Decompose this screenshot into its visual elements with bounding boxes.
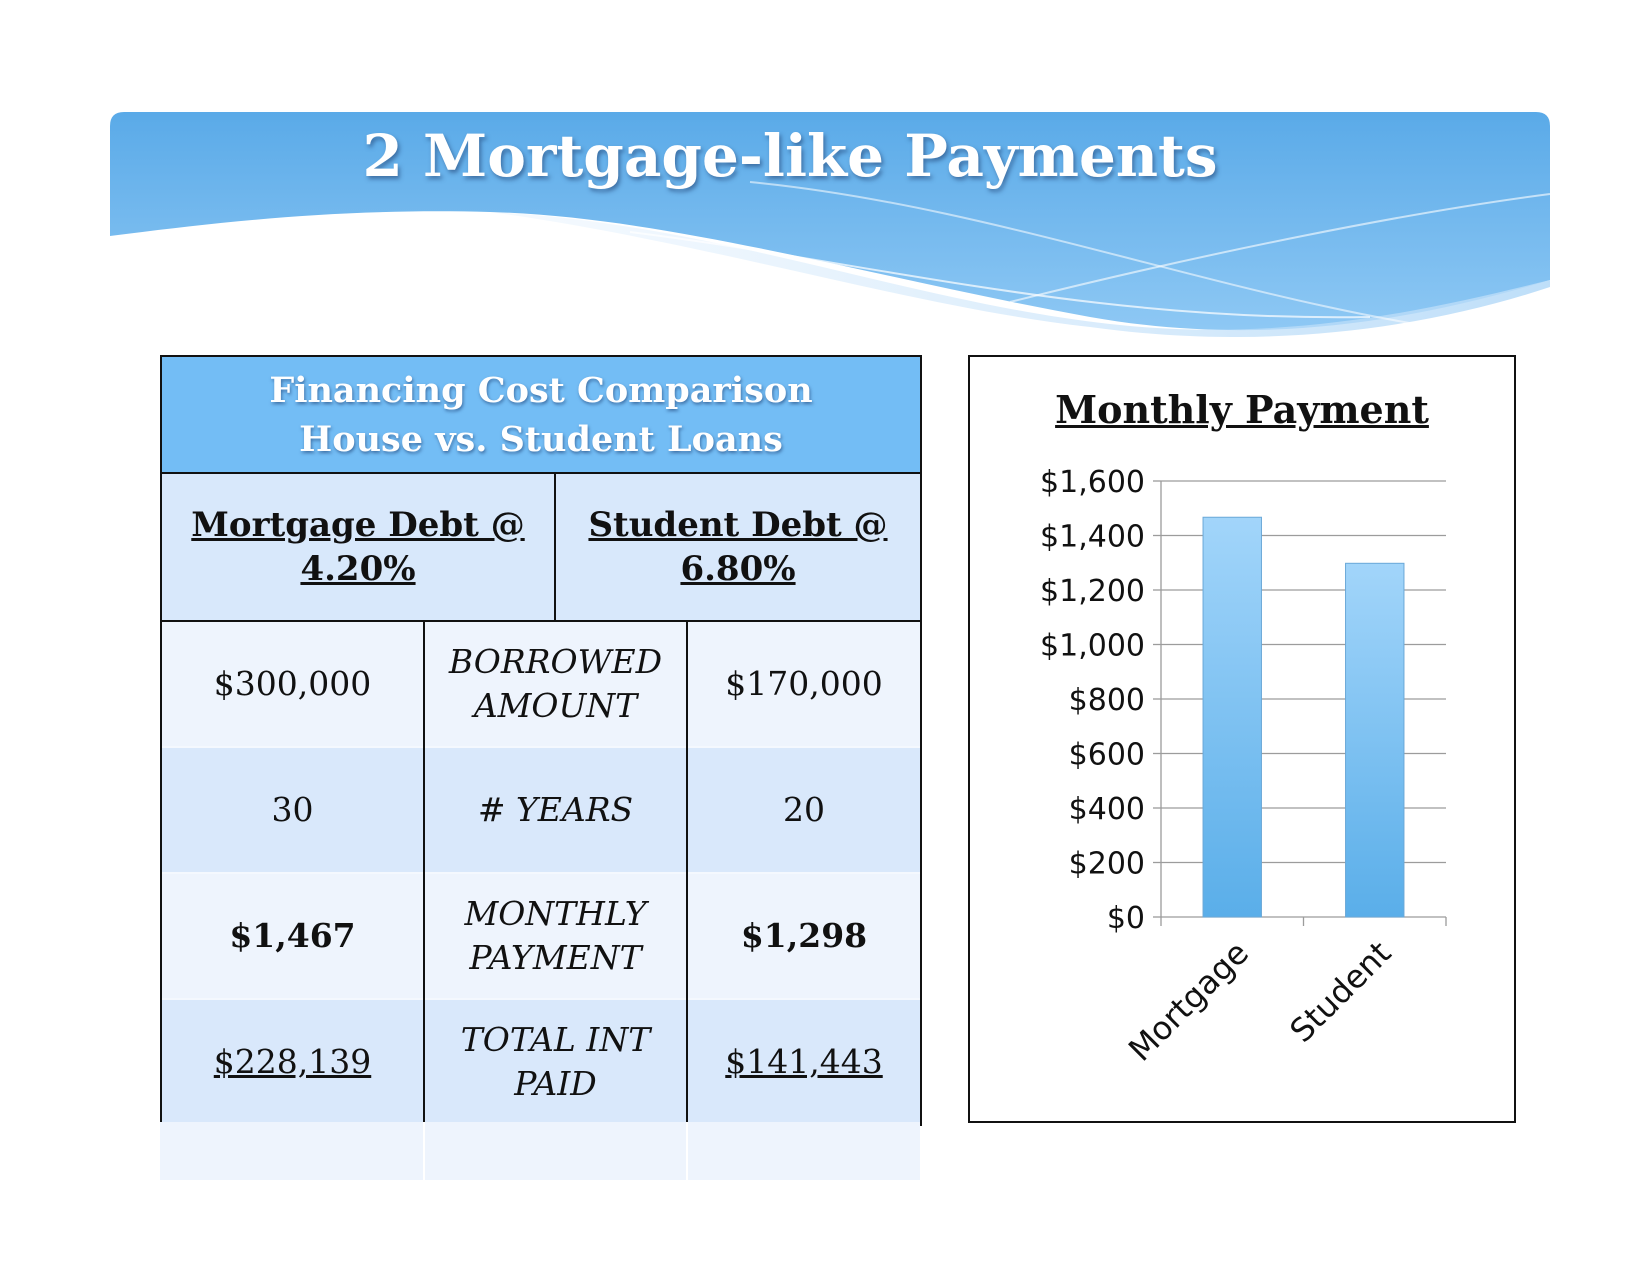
student-debt-header: Student Debt @ 6.80% <box>554 472 922 622</box>
bar-mortgage <box>1202 516 1262 918</box>
mortgage-years: 30 <box>160 746 425 873</box>
y-tick-label: $1,600 <box>1040 465 1145 500</box>
table-title-row: Financing Cost Comparison House vs. Stud… <box>160 355 922 474</box>
row-label-line1: # YEARS <box>477 790 634 829</box>
table-subheader-row: Mortgage Debt @ 4.20% Student Debt @ 6.8… <box>160 472 922 622</box>
student-borrowed-amount: $170,000 <box>686 620 922 747</box>
row-label-borrowed-amount: BORROWED AMOUNT <box>423 620 688 747</box>
slide-title: 2 Mortgage-like Payments <box>362 122 1218 190</box>
chart-title: Monthly Payment <box>1055 387 1429 432</box>
student-years: 20 <box>686 746 922 873</box>
y-tick-label: $200 <box>1069 847 1145 882</box>
cell-divider <box>423 1122 425 1180</box>
financing-cost-table: Financing Cost Comparison House vs. Stud… <box>160 355 922 1126</box>
row-label-line1: BORROWED <box>448 642 663 681</box>
row-label-line1: MONTHLY <box>464 894 647 933</box>
empty-cell <box>160 1122 423 1180</box>
cell-divider <box>686 1122 688 1180</box>
mortgage-debt-header: Mortgage Debt @ 4.20% <box>160 472 556 622</box>
table-title: Financing Cost Comparison House vs. Stud… <box>160 355 922 474</box>
row-label-line2: AMOUNT <box>473 686 638 725</box>
mortgage-monthly-payment: $1,467 <box>160 872 425 999</box>
table-row: $228,139 TOTAL INT PAID $141,443 <box>160 998 922 1126</box>
x-axis-labels: Mortgage Student <box>1121 934 1398 1069</box>
table-empty-row <box>160 1122 920 1180</box>
y-tick-label: $400 <box>1069 792 1145 827</box>
row-label-total-interest: TOTAL INT PAID <box>423 998 688 1126</box>
y-tick-label: $600 <box>1069 738 1145 773</box>
table-row: 30 # YEARS 20 <box>160 746 922 873</box>
row-label-line1: TOTAL INT <box>460 1020 651 1059</box>
mortgage-debt-rate: 4.20% <box>300 549 416 589</box>
mortgage-debt-line1: Mortgage Debt @ <box>191 505 525 545</box>
bars <box>1202 516 1405 918</box>
student-debt-line1: Student Debt @ <box>588 505 888 545</box>
row-label-line2: PAYMENT <box>469 938 642 977</box>
x-category-label: Mortgage <box>1121 934 1256 1069</box>
y-tick-label: $1,400 <box>1040 520 1145 555</box>
y-tick-label: $0 <box>1107 901 1145 936</box>
mortgage-borrowed-amount: $300,000 <box>160 620 425 747</box>
row-label-line2: PAID <box>514 1064 597 1103</box>
row-label-monthly-payment: MONTHLY PAYMENT <box>423 872 688 999</box>
table-row: $1,467 MONTHLY PAYMENT $1,298 <box>160 872 922 999</box>
x-category-label: Student <box>1282 934 1398 1050</box>
empty-cell <box>425 1122 686 1180</box>
y-axis-ticks: $0 $200 $400 $600 $800 $1,000 $1,200 $1,400 $1,6… <box>1040 465 1447 936</box>
y-tick-label: $1,000 <box>1040 629 1145 664</box>
student-monthly-payment: $1,298 <box>686 872 922 999</box>
student-total-interest: $141,443 <box>686 998 922 1126</box>
table-row: $300,000 BORROWED AMOUNT $170,000 <box>160 620 922 747</box>
student-debt-rate: 6.80% <box>680 549 796 589</box>
y-tick-label: $1,200 <box>1040 574 1145 609</box>
title-banner <box>110 112 1550 337</box>
row-label-years: # YEARS <box>423 746 688 873</box>
table-title-line1: Financing Cost Comparison <box>269 369 813 411</box>
mortgage-total-interest: $228,139 <box>160 998 425 1126</box>
table-title-line2: House vs. Student Loans <box>299 418 783 460</box>
empty-cell <box>688 1122 920 1180</box>
bar-chart-svg: $0 $200 $400 $600 $800 $1,000 $1,200 $1,400 $1,6… <box>1040 465 1447 1069</box>
monthly-payment-chart: Monthly Payment $0 $200 $400 $600 $800 $1,000… <box>968 355 1516 1123</box>
bar-student <box>1345 562 1405 918</box>
y-tick-label: $800 <box>1069 683 1145 718</box>
